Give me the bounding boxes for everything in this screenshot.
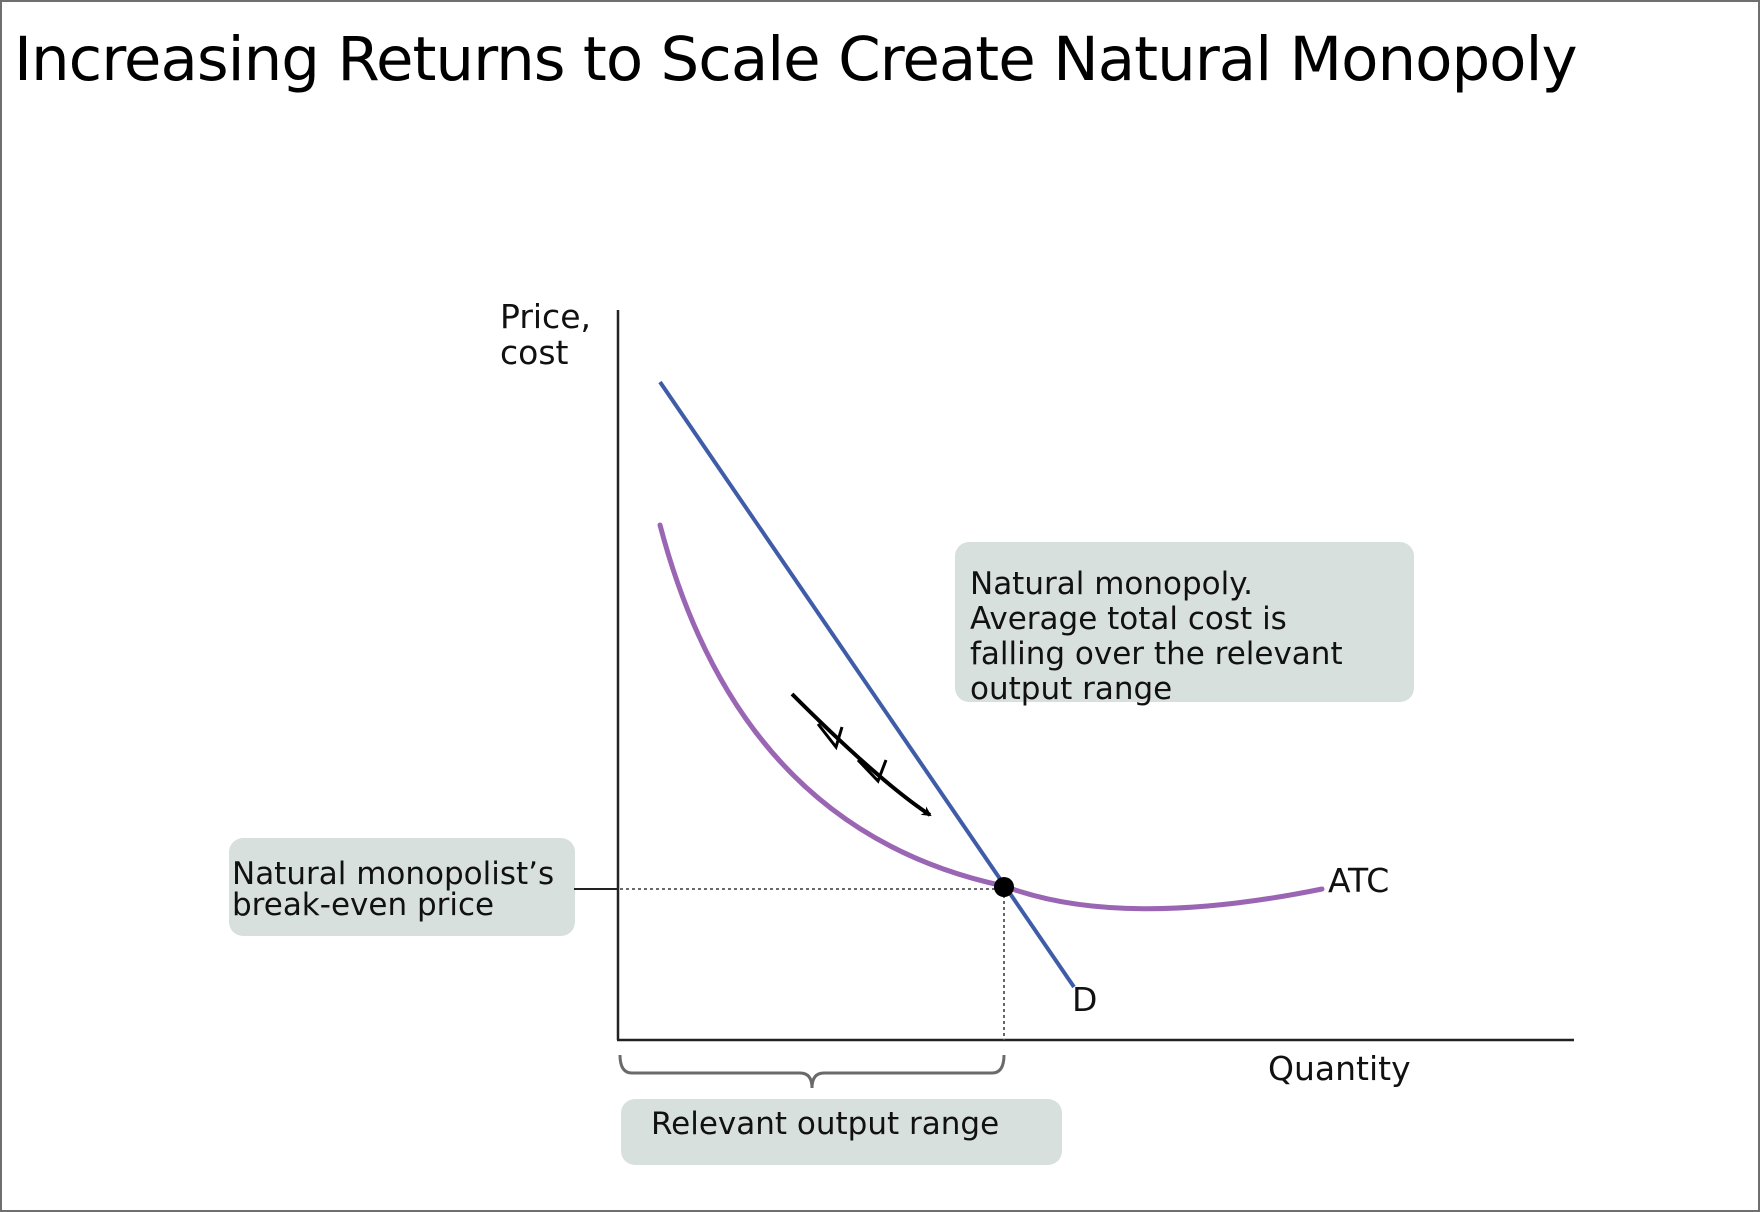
y-axis-label-line-2: cost bbox=[500, 333, 569, 372]
break-even-callout-box bbox=[229, 838, 575, 936]
atc-label: ATC bbox=[1328, 861, 1389, 900]
break-even-callout-text: Natural monopolist’s break-even price bbox=[232, 856, 564, 923]
relevant-range-callout-box bbox=[621, 1099, 1062, 1165]
demand-label: D bbox=[1072, 980, 1097, 1019]
natural-monopoly-line-2: Average total cost is bbox=[970, 601, 1287, 637]
falling-cost-arrow-chevron-1 bbox=[816, 723, 844, 751]
break-even-point bbox=[994, 877, 1014, 897]
x-axis-label: Quantity bbox=[1268, 1049, 1411, 1088]
natural-monopoly-callout-text: Natural monopoly. Average total cost is … bbox=[970, 566, 1352, 707]
natural-monopoly-line-4: output range bbox=[970, 671, 1172, 707]
falling-cost-arrow-chevron-2 bbox=[856, 758, 888, 784]
slide-title: Increasing Returns to Scale Create Natur… bbox=[14, 24, 1578, 95]
y-axis-label-line-1: Price, bbox=[500, 297, 591, 336]
natural-monopoly-callout-box bbox=[955, 542, 1414, 702]
natural-monopoly-callout: Natural monopoly. Average total cost is … bbox=[955, 542, 1414, 707]
relevant-range-label: Relevant output range bbox=[651, 1106, 999, 1142]
break-even-line-1: Natural monopolist’s bbox=[232, 856, 554, 892]
falling-cost-arrow bbox=[790, 692, 932, 817]
break-even-line-2: break-even price bbox=[232, 887, 494, 923]
natural-monopoly-line-3: falling over the relevant bbox=[970, 636, 1343, 672]
relevant-range-brace bbox=[618, 1054, 1006, 1089]
natural-monopoly-line-1: Natural monopoly. bbox=[970, 566, 1253, 602]
break-even-callout: Natural monopolist’s break-even price bbox=[229, 838, 618, 936]
y-axis-label: Price, cost bbox=[500, 297, 602, 372]
atc-curve bbox=[657, 522, 1325, 912]
relevant-range-callout: Relevant output range bbox=[621, 1099, 1062, 1165]
